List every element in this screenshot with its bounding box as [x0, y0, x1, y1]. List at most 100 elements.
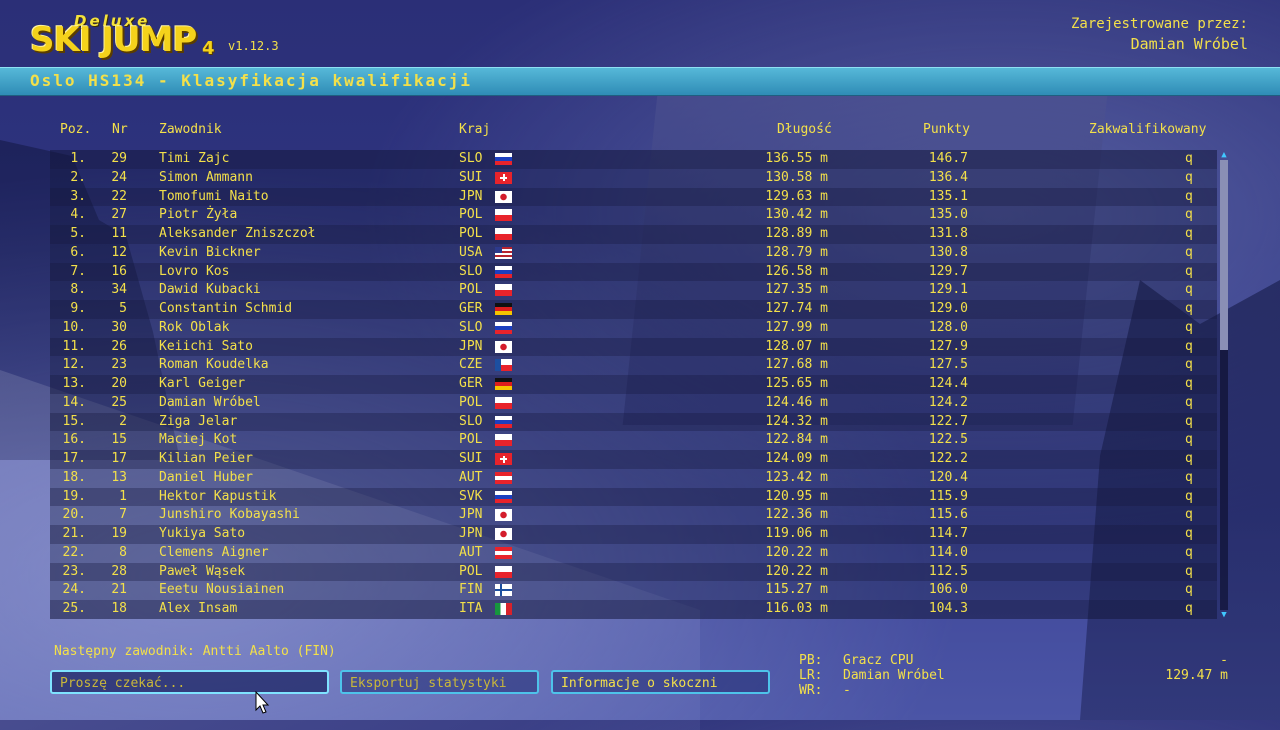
row-points: 127.5	[928, 357, 968, 373]
table-row[interactable]: 17. 17 Kilian Peier SUI 124.09 m 122.2 q	[50, 450, 1217, 469]
flag-pol-icon	[495, 565, 512, 578]
table-row[interactable]: 2. 24 Simon Ammann SUI 130.58 m 136.4 q	[50, 168, 1217, 188]
row-country-code: JPN	[459, 507, 483, 523]
hill-info-label: Informacje o skoczni	[561, 676, 718, 691]
table-row[interactable]: 9. 5 Constantin Schmid GER 127.74 m 129.0 q	[50, 300, 1217, 319]
row-distance: 127.99 m	[765, 319, 828, 335]
flag-ger-icon	[495, 303, 512, 315]
row-athlete-name: Karl Geiger	[159, 376, 246, 391]
hill-info-button[interactable]: Informacje o skoczni	[551, 670, 770, 694]
row-qualified-mark: q	[1185, 507, 1193, 523]
row-athlete-name: Tomofumi Naito	[159, 188, 269, 204]
row-athlete-name: Alex Insam	[159, 601, 238, 616]
table-row[interactable]: 24. 21 Eeetu Nousiainen FIN 115.27 m 106.0 q	[50, 581, 1217, 600]
row-distance: 115.27 m	[765, 582, 828, 598]
row-number: 26	[111, 338, 127, 354]
row-points: 136.4	[928, 169, 968, 185]
wait-button[interactable]: Proszę czekać...	[50, 670, 329, 694]
row-points: 120.4	[928, 469, 968, 485]
table-row[interactable]: 22. 8 Clemens Aigner AUT 120.22 m 114.0 q	[50, 543, 1217, 563]
table-row[interactable]: 3. 22 Tomofumi Naito JPN 129.63 m 135.1 q	[50, 187, 1217, 207]
flag-ger-icon	[495, 378, 512, 390]
flag-jpn-icon	[495, 528, 512, 540]
scroll-down-arrow-icon[interactable]: ▼	[1221, 610, 1227, 620]
row-country-code: JPN	[459, 526, 483, 541]
row-number: 13	[111, 469, 127, 485]
results-scrollbar[interactable]: ▲ ▼	[1218, 150, 1230, 620]
table-row[interactable]: 21. 19 Yukiya Sato JPN 119.06 m 114.7 q	[50, 525, 1217, 544]
row-position: 10.	[62, 319, 86, 335]
flag-pol-icon	[495, 396, 512, 409]
table-row[interactable]: 12. 23 Roman Koudelka CZE 127.68 m 127.5 q	[50, 356, 1217, 375]
row-points: 129.7	[928, 263, 968, 279]
row-qualified-mark: q	[1185, 301, 1193, 316]
row-position: 24.	[62, 582, 86, 598]
row-qualified-mark: q	[1185, 394, 1193, 410]
table-row[interactable]: 23. 28 Paweł Wąsek POL 120.22 m 112.5 q	[50, 562, 1217, 582]
row-athlete-name: Roman Koudelka	[159, 357, 269, 373]
row-position: 19.	[62, 488, 86, 504]
table-row[interactable]: 25. 18 Alex Insam ITA 116.03 m 104.3 q	[50, 600, 1217, 619]
scroll-up-arrow-icon[interactable]: ▲	[1221, 150, 1227, 160]
row-number: 30	[111, 319, 127, 335]
row-points: 130.8	[928, 244, 968, 260]
row-number: 22	[111, 188, 127, 204]
row-position: 16.	[62, 432, 86, 448]
row-distance: 128.07 m	[765, 338, 828, 354]
logo-deluxe: Deluxe	[74, 12, 151, 30]
table-row[interactable]: 11. 26 Keiichi Sato JPN 128.07 m 127.9 q	[50, 337, 1217, 357]
table-row[interactable]: 13. 20 Karl Geiger GER 125.65 m 124.4 q	[50, 375, 1217, 394]
row-number: 29	[111, 151, 127, 166]
row-qualified-mark: q	[1185, 601, 1193, 616]
table-row[interactable]: 16. 15 Maciej Kot POL 122.84 m 122.5 q	[50, 431, 1217, 450]
col-header-points: Punkty	[923, 122, 970, 137]
row-number: 5	[119, 301, 127, 316]
row-distance: 124.46 m	[765, 394, 828, 410]
row-country-code: POL	[459, 563, 483, 579]
logo-title: SKI JUMP	[30, 20, 197, 60]
row-position: 17.	[62, 451, 86, 466]
row-position: 14.	[62, 394, 86, 410]
row-country-code: SLO	[459, 151, 483, 166]
row-distance: 130.42 m	[765, 207, 828, 223]
row-distance: 127.68 m	[765, 357, 828, 373]
scroll-track[interactable]	[1220, 160, 1228, 610]
table-row[interactable]: 6. 12 Kevin Bickner USA 128.79 m 130.8 q	[50, 243, 1217, 263]
table-row[interactable]: 8. 34 Dawid Kubacki POL 127.35 m 129.1 q	[50, 281, 1217, 300]
wr-label: WR:	[799, 683, 823, 698]
row-points: 115.6	[928, 507, 968, 523]
table-row[interactable]: 19. 1 Hektor Kapustik SVK 120.95 m 115.9 q	[50, 487, 1217, 507]
scroll-thumb[interactable]	[1220, 160, 1228, 350]
table-row[interactable]: 10. 30 Rok Oblak SLO 127.99 m 128.0 q	[50, 318, 1217, 338]
row-position: 18.	[62, 469, 86, 485]
table-row[interactable]: 5. 11 Aleksander Zniszczoł POL 128.89 m 131.8…	[50, 225, 1217, 244]
table-row[interactable]: 15. 2 Ziga Jelar SLO 124.32 m 122.7 q	[50, 412, 1217, 432]
row-country-code: GER	[459, 376, 483, 391]
lr-value: Damian Wróbel	[843, 668, 945, 683]
row-position: 9.	[70, 301, 86, 316]
row-country-code: SUI	[459, 451, 483, 466]
table-row[interactable]: 20. 7 Junshiro Kobayashi JPN 122.36 m 115.6 q	[50, 506, 1217, 525]
export-stats-button[interactable]: Eksportuj statystyki	[340, 670, 539, 694]
row-number: 18	[111, 601, 127, 616]
row-country-code: SLO	[459, 263, 483, 279]
table-row[interactable]: 1. 29 Timi Zajc SLO 136.55 m 146.7 q	[50, 150, 1217, 169]
row-number: 20	[111, 376, 127, 391]
table-row[interactable]: 18. 13 Daniel Huber AUT 123.42 m 120.4 q	[50, 468, 1217, 488]
row-athlete-name: Ziga Jelar	[159, 413, 238, 429]
row-country-code: SVK	[459, 488, 483, 504]
export-stats-label: Eksportuj statystyki	[350, 676, 507, 691]
row-points: 124.2	[928, 394, 968, 410]
table-row[interactable]: 7. 16 Lovro Kos SLO 126.58 m 129.7 q	[50, 262, 1217, 282]
row-qualified-mark: q	[1185, 376, 1193, 391]
row-position: 1.	[70, 151, 86, 166]
flag-cze-icon	[495, 359, 512, 372]
row-position: 11.	[62, 338, 86, 354]
row-number: 15	[111, 432, 127, 448]
table-row[interactable]: 4. 27 Piotr Żyła POL 130.42 m 135.0 q	[50, 206, 1217, 225]
table-row[interactable]: 14. 25 Damian Wróbel POL 124.46 m 124.2 q	[50, 393, 1217, 413]
row-number: 1	[119, 488, 127, 504]
row-athlete-name: Maciej Kot	[159, 432, 238, 448]
row-country-code: ITA	[459, 601, 483, 616]
row-position: 3.	[70, 188, 86, 204]
